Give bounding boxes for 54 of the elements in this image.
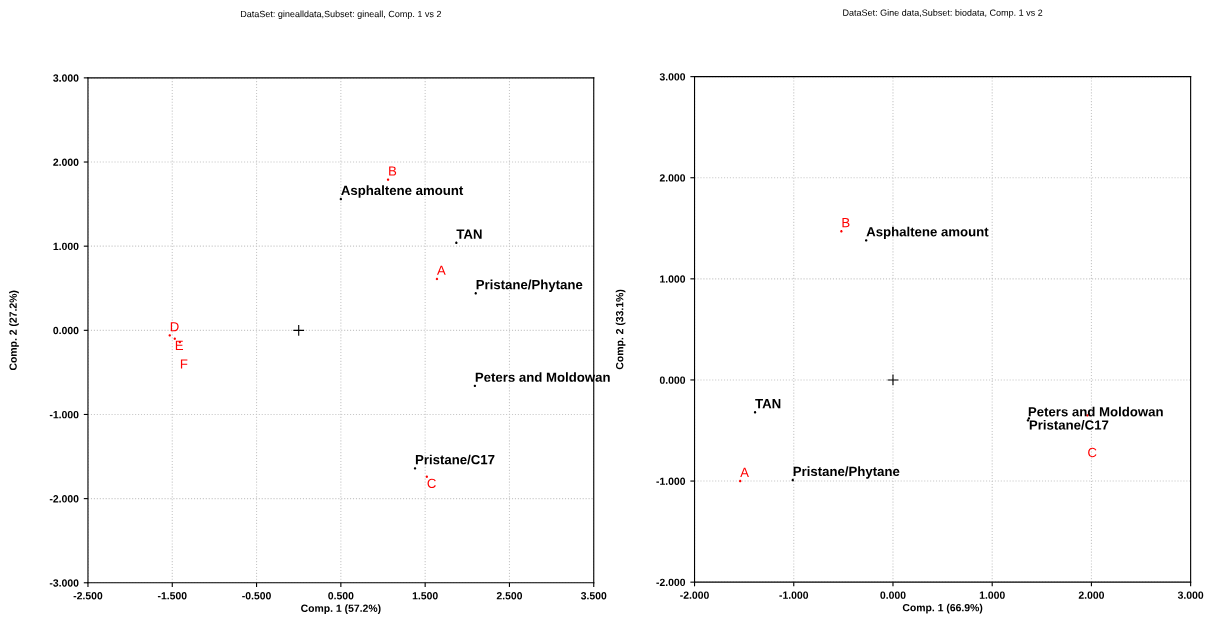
x-tick-label: 3.000 <box>1177 591 1204 599</box>
y-axis-title: Comp. 2 (33.1%) <box>615 289 626 370</box>
annotation: C <box>427 478 436 489</box>
x-tick-label: -0.500 <box>242 592 271 600</box>
y-tick-label: -2.000 <box>656 578 686 587</box>
annotation: D <box>170 322 179 332</box>
x-axis-title: Comp. 1 (66.9%) <box>902 603 983 614</box>
point <box>887 374 899 386</box>
point <box>864 239 868 242</box>
chart-title: DataSet: ginealldata,Subset: gineall, Comp. 1 vs 2 <box>240 10 442 19</box>
x-tick-label: -1.000 <box>779 591 809 599</box>
point <box>292 324 305 337</box>
y-tick-label: 1.000 <box>53 242 79 251</box>
annotation: Peters and Moldowan <box>1028 406 1163 417</box>
x-tick-label: 1.000 <box>979 591 1005 599</box>
annotation: Asphaltene amount <box>866 226 989 240</box>
y-tick-label: -3.000 <box>49 579 79 587</box>
y-tick-label: 3.000 <box>659 73 686 81</box>
annotation: Pristane/Phytane <box>476 279 583 292</box>
x-tick-label: 2.000 <box>1078 591 1105 599</box>
annotation: A <box>436 265 446 275</box>
y-tick-label: -1.000 <box>656 477 686 485</box>
chart-title: DataSet: Gine data,Subset: biodata, Comp. 1 vs 2 <box>843 9 1043 18</box>
x-tick-label: 1.500 <box>412 592 438 600</box>
y-tick-label: 1.000 <box>660 275 686 283</box>
annotation: TAN <box>456 229 482 239</box>
y-tick-label: 2.000 <box>53 158 79 166</box>
point <box>168 334 171 337</box>
y-tick-label: 0.000 <box>659 376 686 384</box>
x-tick-label: -2.500 <box>73 592 103 600</box>
y-axis-title: Comp. 2 (27.2%) <box>9 290 19 371</box>
annotation: B <box>842 218 850 228</box>
annotation: TAN <box>755 399 781 409</box>
annotation: Pristane/Phytane <box>793 466 900 479</box>
x-tick-label: 0.500 <box>328 592 354 600</box>
annotation: B <box>389 166 397 176</box>
annotation: C <box>1088 447 1097 458</box>
x-tick-label: 3.500 <box>580 592 607 600</box>
annotation: A <box>740 467 749 477</box>
annotation: Pristane/C17 <box>1029 419 1109 430</box>
x-axis-title: Comp. 1 (57.2%) <box>301 604 381 614</box>
annotation: Pristane/C17 <box>415 454 495 465</box>
y-tick-label: -1.000 <box>49 410 79 419</box>
annotation: E <box>175 340 184 350</box>
y-tick-label: -2.000 <box>49 495 79 503</box>
y-tick-label: 0.000 <box>53 326 79 335</box>
y-tick-label: 3.000 <box>53 74 79 82</box>
x-tick-label: 0.000 <box>880 591 906 599</box>
x-tick-label: -2.000 <box>680 591 709 599</box>
x-tick-label: 2.500 <box>496 592 523 600</box>
x-tick-label: -1.500 <box>157 592 187 600</box>
annotation: F <box>180 359 188 369</box>
annotation: Asphaltene amount <box>341 185 464 198</box>
y-tick-label: 2.000 <box>659 174 686 182</box>
